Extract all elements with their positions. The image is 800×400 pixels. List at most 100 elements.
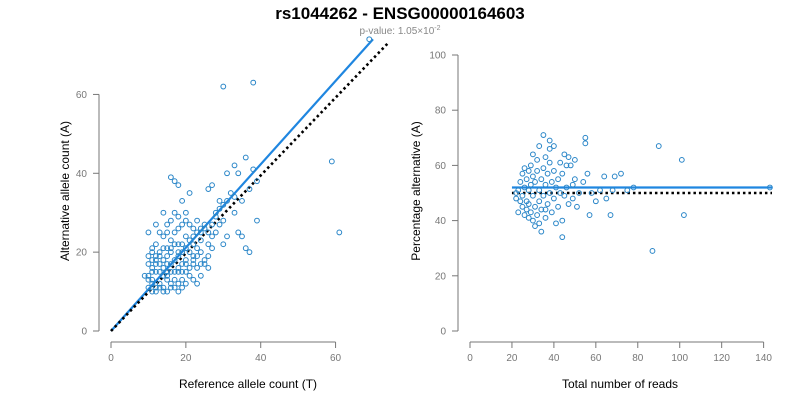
- left-data-point: [171, 241, 178, 248]
- left-data-point: [145, 229, 152, 236]
- left-data-point: [190, 241, 197, 248]
- right-data-point: [532, 203, 538, 210]
- left-data-point: [149, 280, 156, 287]
- left-data-point: [201, 225, 208, 232]
- right-data-point: [534, 156, 541, 163]
- left-data-point: [224, 170, 230, 177]
- right-data-point: [536, 143, 543, 149]
- figure-title: rs1044262 - ENSG00000164603: [275, 4, 525, 23]
- right-data-point: [571, 156, 578, 163]
- left-data-point: [179, 276, 186, 283]
- right-x-axis-label: Total number of reads: [562, 377, 678, 391]
- left-data-point: [336, 229, 343, 236]
- right-data-point: [550, 195, 557, 202]
- left-data-point: [171, 268, 178, 275]
- p-value-exponent: -2: [434, 25, 440, 32]
- left-data-point: [190, 261, 197, 267]
- right-y-tick-label: 60: [435, 161, 447, 172]
- right-data-point: [513, 190, 520, 196]
- left-data-point: [205, 229, 212, 236]
- right-x-tick-label: 120: [713, 353, 730, 364]
- right-data-point: [536, 198, 543, 205]
- left-data-point: [167, 249, 174, 256]
- left-data-point: [171, 284, 178, 291]
- left-data-point: [167, 284, 174, 291]
- left-data-point: [209, 245, 215, 252]
- left-data-point: [153, 261, 159, 267]
- right-x-tick-label: 100: [671, 353, 688, 364]
- right-data-point: [546, 159, 553, 166]
- left-data-point: [171, 209, 178, 216]
- left-x-tick-label: 0: [108, 353, 114, 364]
- right-y-tick-label: 80: [435, 106, 447, 117]
- percentage-panel: 0 20 40 60 80 100 120 140 0 20 40 60 80 100 Total num…: [409, 51, 773, 391]
- left-data-point: [205, 186, 212, 192]
- left-data-point: [175, 241, 182, 248]
- left-data-point: [179, 197, 186, 204]
- left-data-point: [190, 276, 197, 283]
- left-data-point: [227, 190, 234, 196]
- left-data-point: [242, 154, 249, 161]
- left-data-point: [156, 284, 163, 291]
- left-data-point: [141, 272, 148, 279]
- left-data-point: [167, 245, 174, 252]
- left-data-point: [160, 288, 167, 295]
- right-data-point: [534, 168, 541, 174]
- right-line-group: [511, 186, 772, 195]
- left-data-point: [194, 265, 200, 271]
- left-data-point: [179, 221, 186, 228]
- right-y-tick-label: 0: [440, 327, 446, 338]
- left-data-point: [149, 288, 156, 295]
- right-data-point: [538, 228, 545, 235]
- right-data-point: [603, 195, 610, 202]
- left-data-point: [239, 197, 245, 204]
- left-data-point: [231, 162, 238, 169]
- right-y-tick-label: 100: [429, 51, 446, 62]
- right-y-axis-label: Percentage alternative (A): [409, 121, 423, 260]
- left-data-point: [149, 276, 156, 283]
- left-data-point: [197, 272, 204, 279]
- left-data-point: [235, 170, 242, 177]
- right-data-point: [553, 184, 559, 191]
- right-data-point: [582, 140, 589, 147]
- right-data-point: [523, 198, 530, 205]
- left-data-point: [167, 280, 174, 287]
- left-data-point: [366, 36, 373, 43]
- right-data-point: [567, 162, 574, 169]
- right-data-point: [624, 187, 631, 194]
- right-tick-group: 0 20 40 60 80 100 120 140 0 20 40 60 80 100: [429, 51, 772, 365]
- right-data-point: [530, 173, 536, 180]
- left-data-point: [216, 197, 223, 204]
- right-data-point: [565, 154, 572, 161]
- left-data-point: [205, 265, 212, 271]
- left-data-point: [149, 257, 156, 263]
- left-data-point: [160, 209, 167, 216]
- right-data-point: [649, 248, 656, 254]
- right-data-point: [515, 209, 522, 216]
- left-data-point: [212, 209, 219, 216]
- left-data-point: [186, 249, 193, 256]
- left-data-point: [145, 284, 152, 291]
- left-data-point: [149, 265, 156, 271]
- right-data-point: [532, 179, 538, 185]
- right-data-point: [550, 168, 557, 174]
- left-data-point: [220, 241, 227, 248]
- right-data-point: [536, 220, 543, 227]
- left-data-point: [156, 249, 163, 256]
- left-data-point: [197, 237, 204, 244]
- left-data-point: [145, 253, 152, 259]
- left-data-point: [149, 245, 156, 252]
- left-data-point: [179, 268, 186, 275]
- right-data-point: [563, 162, 570, 169]
- left-data-point: [167, 268, 174, 275]
- left-data-point: [224, 197, 230, 204]
- left-data-point: [164, 253, 171, 259]
- left-data-point: [220, 217, 227, 224]
- left-data-point: [153, 288, 159, 295]
- left-data-point: [254, 217, 260, 224]
- left-data-point: [194, 253, 200, 259]
- right-data-point: [550, 143, 557, 149]
- left-point-group: [141, 36, 373, 295]
- right-y-tick-label: 20: [435, 271, 447, 282]
